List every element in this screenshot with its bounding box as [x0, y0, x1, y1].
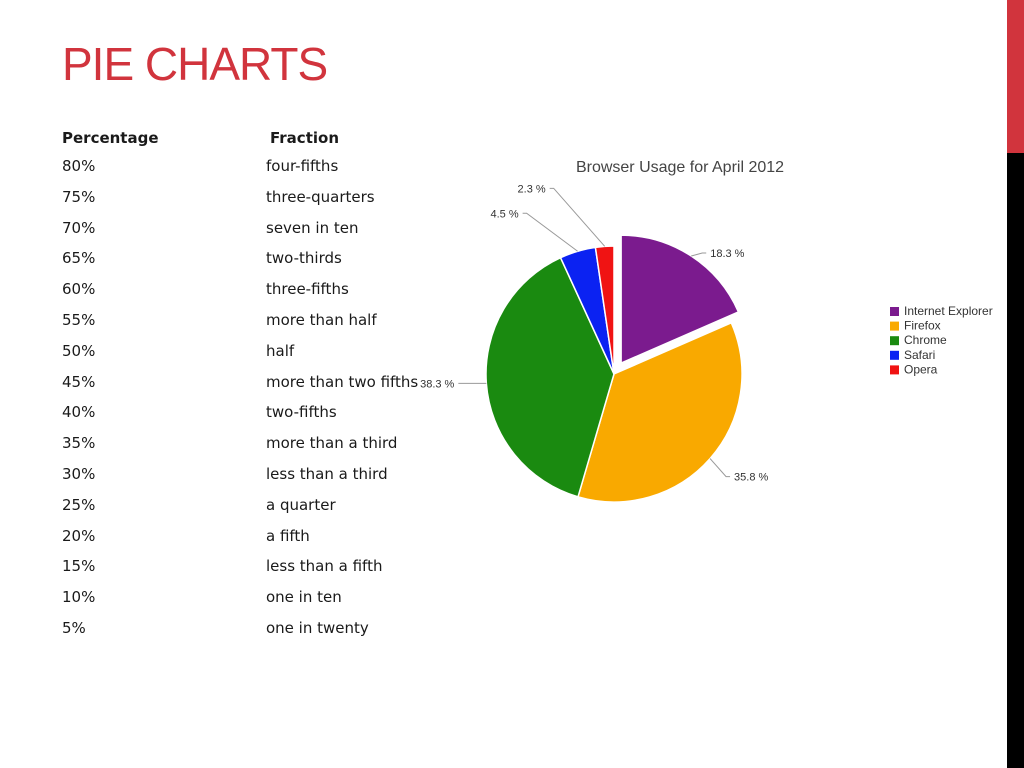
pie-chart-svg: Browser Usage for April 2012 18.3 % 35.8 … [420, 159, 993, 503]
slide-title: PIE CHARTS [62, 38, 328, 90]
percentage-cell: 25% [62, 495, 96, 514]
value-label-firefox: 35.8 % [734, 472, 768, 484]
table-row: 45% more than two fifths [62, 370, 432, 401]
fraction-cell: more than half [266, 310, 377, 329]
percentage-header: Percentage [62, 129, 159, 147]
chart-legend: Internet ExplorerFirefoxChromeSafariOper… [890, 304, 993, 376]
table-row: 70% seven in ten [62, 216, 432, 247]
fraction-cell: a fifth [266, 526, 310, 545]
table-row: 40% two-fifths [62, 400, 432, 431]
fraction-cell: four-fifths [266, 157, 339, 175]
leader-line-firefox [709, 458, 731, 478]
value-label-internet-explorer: 18.3 % [710, 248, 744, 260]
percentage-cell: 40% [62, 403, 96, 422]
fraction-cell: two-fifths [266, 403, 337, 422]
legend-swatch-chrome [890, 336, 899, 346]
percentage-cell: 50% [62, 341, 96, 360]
fraction-cell: half [266, 341, 295, 360]
legend-label-chrome: Chrome [904, 333, 947, 347]
table-row: 10% one in ten [62, 585, 432, 616]
pie-slice-opera [594, 245, 615, 375]
percentage-cell: 60% [62, 280, 96, 299]
table-row: 65% two-thirds [62, 246, 432, 277]
percentage-cell: 30% [62, 464, 96, 483]
leader-line-internet-explorer [691, 252, 707, 257]
table-header: Percentage Fraction [62, 126, 432, 154]
table-row: 75% three-quarters [62, 185, 432, 216]
table-row: 60% three-fifths [62, 277, 432, 308]
percentage-cell: 65% [62, 249, 96, 268]
percentage-cell: 20% [62, 526, 96, 545]
leader-line-opera [549, 187, 606, 247]
fraction-cell: one in twenty [266, 618, 369, 637]
fraction-cell: a quarter [266, 495, 336, 514]
legend-label-firefox: Firefox [904, 319, 941, 333]
value-labels: 18.3 % 35.8 % 38.3 % 4.5 % 2.3 % [420, 183, 768, 483]
fraction-cell: seven in ten [266, 218, 359, 237]
value-label-opera: 2.3 % [518, 183, 546, 195]
legend-label-internet-explorer: Internet Explorer [904, 304, 993, 318]
table-row: 80% four-fifths [62, 154, 432, 185]
legend-swatch-opera [890, 365, 899, 375]
fraction-cell: three-quarters [266, 187, 375, 206]
legend-swatch-internet-explorer [890, 307, 899, 316]
percentage-cell: 45% [62, 372, 96, 391]
percentage-cell: 35% [62, 434, 96, 453]
percentage-cell: 80% [62, 157, 96, 175]
percentage-cell: 5% [62, 618, 86, 637]
value-label-safari: 4.5 % [490, 208, 518, 220]
table-row: 15% less than a fifth [62, 554, 432, 585]
table-row: 5% one in twenty [62, 616, 432, 647]
legend-label-opera: Opera [904, 362, 938, 376]
pie-slice-internet-explorer [620, 234, 740, 365]
fraction-cell: two-thirds [266, 249, 342, 268]
fraction-cell: one in ten [266, 588, 342, 607]
side-accent-bar-bottom [1007, 153, 1024, 768]
table-row: 55% more than half [62, 308, 432, 339]
fraction-table: Percentage Fraction 80% four-fifths 75% thr… [62, 126, 432, 647]
table-row: 35% more than a third [62, 431, 432, 462]
percentage-cell: 10% [62, 588, 96, 607]
table-row: 20% a fifth [62, 524, 432, 555]
table-row: 30% less than a third [62, 462, 432, 493]
legend-label-safari: Safari [904, 348, 935, 362]
percentage-cell: 70% [62, 218, 96, 237]
side-accent-bar-top [1007, 0, 1024, 153]
percentage-cell: 55% [62, 310, 96, 329]
leader-lines [458, 187, 731, 478]
table-row: 25% a quarter [62, 493, 432, 524]
value-label-chrome: 38.3 % [420, 378, 454, 390]
fraction-cell: less than a third [266, 464, 388, 483]
fraction-cell: less than a fifth [266, 557, 383, 576]
pie-slice-firefox [577, 321, 743, 503]
legend-swatch-firefox [890, 321, 899, 331]
fraction-cell: more than a third [266, 434, 398, 453]
pie-chart: Browser Usage for April 2012 18.3 % 35.8 … [420, 140, 1020, 525]
legend-swatch-safari [890, 350, 899, 360]
table-row: 50% half [62, 339, 432, 370]
pie-slice-chrome [485, 256, 615, 498]
percentage-cell: 75% [62, 187, 96, 206]
fraction-cell: three-fifths [266, 280, 349, 299]
chart-title: Browser Usage for April 2012 [576, 159, 784, 176]
table-body: 80% four-fifths 75% three-quarters 70% seven … [62, 154, 432, 647]
fraction-cell: more than two fifths [266, 372, 419, 391]
fraction-header: Fraction [270, 129, 339, 147]
pie-slices [485, 234, 743, 503]
percentage-cell: 15% [62, 557, 96, 576]
leader-line-safari [522, 212, 578, 252]
